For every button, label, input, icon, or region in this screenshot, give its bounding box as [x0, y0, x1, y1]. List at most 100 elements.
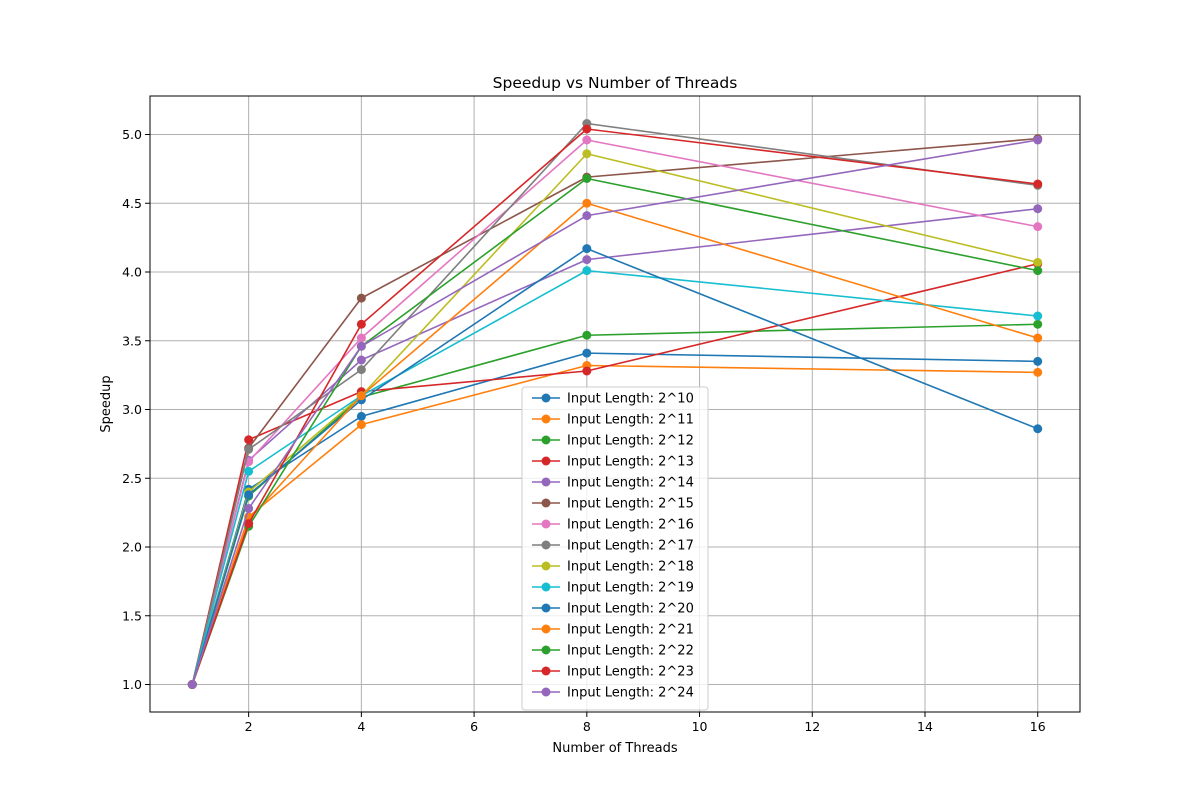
legend-label: Input Length: 2^18: [567, 560, 694, 575]
data-point: [244, 519, 254, 529]
legend-label: Input Length: 2^10: [567, 392, 694, 407]
legend-label: Input Length: 2^13: [567, 455, 694, 470]
data-point: [244, 435, 254, 445]
legend-entry: Input Length: 2^16: [532, 518, 694, 533]
y-tick-label: 4.5: [122, 196, 142, 211]
y-tick-label: 3.0: [122, 402, 142, 417]
data-point: [356, 420, 366, 430]
legend-marker: [541, 645, 551, 655]
legend-marker: [541, 477, 551, 487]
data-point: [1033, 319, 1043, 329]
x-tick-label: 10: [692, 719, 708, 734]
y-axis-label: Speedup: [99, 375, 114, 432]
legend-label: Input Length: 2^20: [567, 602, 694, 617]
legend-entry: Input Length: 2^20: [532, 602, 694, 617]
data-point: [356, 365, 366, 375]
legend-box: [521, 386, 709, 711]
x-tick-label: 6: [470, 719, 478, 734]
data-point: [582, 348, 592, 358]
legend-label: Input Length: 2^16: [567, 518, 694, 533]
data-point: [1033, 257, 1043, 267]
data-point: [582, 330, 592, 340]
legend-marker: [541, 498, 551, 508]
legend-label: Input Length: 2^14: [567, 476, 694, 491]
legend-label: Input Length: 2^24: [567, 686, 694, 701]
legend-marker: [541, 582, 551, 592]
data-point: [582, 135, 592, 145]
x-tick-label: 4: [357, 719, 365, 734]
data-point: [244, 490, 254, 500]
data-point: [1033, 222, 1043, 232]
legend-entry: Input Length: 2^19: [532, 581, 694, 596]
data-point: [1033, 179, 1043, 189]
legend-marker: [541, 561, 551, 571]
plot-area-frame: [149, 95, 1081, 713]
data-point: [1033, 204, 1043, 214]
legend-label: Input Length: 2^11: [567, 413, 694, 428]
legend-marker: [541, 456, 551, 466]
legend-label: Input Length: 2^12: [567, 434, 694, 449]
x-tick-label: 8: [583, 719, 591, 734]
legend-marker: [541, 666, 551, 676]
data-point: [244, 466, 254, 476]
legend-marker: [541, 435, 551, 445]
y-tick-label: 5.0: [122, 127, 142, 142]
data-point: [356, 293, 366, 303]
data-point: [356, 341, 366, 351]
series-15: [187, 135, 1043, 689]
data-point: [582, 211, 592, 221]
data-point: [582, 174, 592, 183]
data-point: [1033, 135, 1043, 145]
data-point: [582, 149, 592, 159]
legend-marker: [541, 414, 551, 424]
series-lines: [187, 119, 1043, 689]
legend-marker: [541, 687, 551, 697]
legend-label: Input Length: 2^17: [567, 539, 694, 554]
y-tick-label: 3.5: [122, 333, 142, 348]
legend-marker: [541, 393, 551, 403]
legend: Input Length: 2^10 Input Length: 2^11 Inpu…: [521, 386, 709, 711]
y-tick-label: 1.5: [122, 608, 142, 623]
data-point: [582, 124, 592, 134]
data-point: [1033, 356, 1043, 366]
data-point: [1033, 367, 1043, 377]
legend-entry: Input Length: 2^23: [532, 665, 694, 680]
data-point: [1033, 311, 1043, 321]
legend-marker: [541, 519, 551, 529]
x-tick-label: 2: [245, 719, 253, 734]
legend-entry: Input Length: 2^11: [532, 413, 694, 428]
chart-title: Speedup vs Number of Threads: [493, 74, 738, 92]
y-axis-ticks: 1.0 1.5 2.0 2.5 3.0 3.5 4.0 4.5 5.0: [122, 127, 150, 692]
y-tick-label: 4.0: [122, 265, 142, 280]
legend-marker: [541, 540, 551, 550]
y-tick-label: 2.5: [122, 471, 142, 486]
data-point: [244, 504, 254, 513]
legend-marker: [541, 603, 551, 613]
legend-entry: Input Length: 2^18: [532, 560, 694, 575]
x-tick-label: 12: [804, 719, 820, 734]
data-point: [356, 355, 366, 365]
data-point: [356, 333, 366, 343]
legend-label: Input Length: 2^21: [567, 623, 694, 638]
data-point: [356, 391, 366, 401]
legend-label: Input Length: 2^22: [567, 644, 694, 659]
legend-entry: Input Length: 2^15: [532, 497, 694, 512]
data-point: [582, 266, 592, 276]
y-tick-label: 2.0: [122, 540, 142, 555]
legend-marker: [541, 624, 551, 634]
legend-entry: Input Length: 2^21: [532, 623, 694, 638]
data-point: [1033, 266, 1043, 276]
data-point: [356, 411, 366, 421]
data-point: [356, 319, 366, 329]
legend-entry: Input Length: 2^10: [532, 392, 694, 407]
legend-label: Input Length: 2^23: [567, 665, 694, 680]
data-point: [582, 244, 592, 254]
legend-entry: Input Length: 2^12: [532, 434, 694, 449]
data-point: [1033, 424, 1043, 434]
legend-entry: Input Length: 2^14: [532, 476, 694, 491]
x-tick-label: 14: [917, 719, 933, 734]
x-axis-label: Number of Threads: [552, 741, 677, 756]
x-axis-ticks: 2 4 6 8 10 12 14 16: [245, 712, 1046, 734]
data-point: [582, 255, 592, 265]
